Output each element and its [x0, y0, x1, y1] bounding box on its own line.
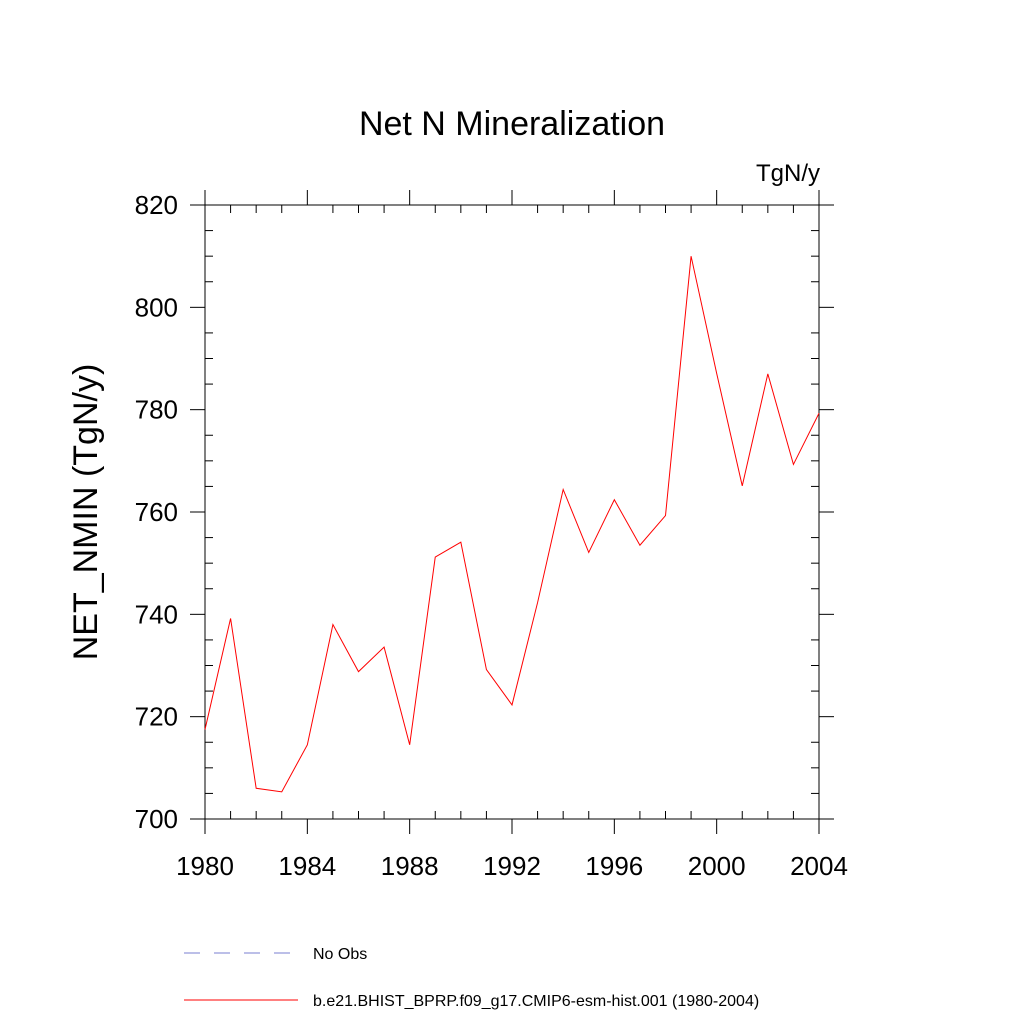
- legend-label: b.e21.BHIST_BPRP.f09_g17.CMIP6-esm-hist.…: [313, 993, 759, 1010]
- axis-ticks: [190, 190, 834, 834]
- legend-label: No Obs: [313, 946, 367, 963]
- chart-title: Net N Mineralization: [359, 105, 665, 143]
- plot-frame: [204, 204, 820, 820]
- axis-tick-labels: 1980 1984 1988 1992 1996 2000 2004 700 720 740 760…: [135, 190, 848, 881]
- y-tick-label: 820: [135, 190, 178, 220]
- y-tick-label: 800: [135, 292, 178, 322]
- y-tick-label: 720: [135, 702, 178, 732]
- x-tick-label: 1992: [483, 851, 541, 881]
- units-label: TgN/y: [756, 160, 820, 187]
- y-tick-label: 740: [135, 599, 178, 629]
- series-line: [204, 256, 820, 793]
- y-tick-label: 760: [135, 497, 178, 527]
- y-axis-label: NET_NMIN (TgN/y): [67, 364, 105, 661]
- x-tick-label: 1980: [176, 851, 234, 881]
- x-tick-label: 1996: [585, 851, 643, 881]
- x-tick-label: 2004: [790, 851, 848, 881]
- x-tick-label: 2000: [688, 851, 746, 881]
- data-series: [204, 256, 820, 793]
- x-tick-label: 1984: [278, 851, 336, 881]
- y-tick-label: 700: [135, 804, 178, 834]
- legend: No Obs b.e21.BHIST_BPRP.f09_g17.CMIP6-esm…: [184, 946, 759, 1010]
- y-tick-label: 780: [135, 395, 178, 425]
- x-tick-label: 1988: [381, 851, 439, 881]
